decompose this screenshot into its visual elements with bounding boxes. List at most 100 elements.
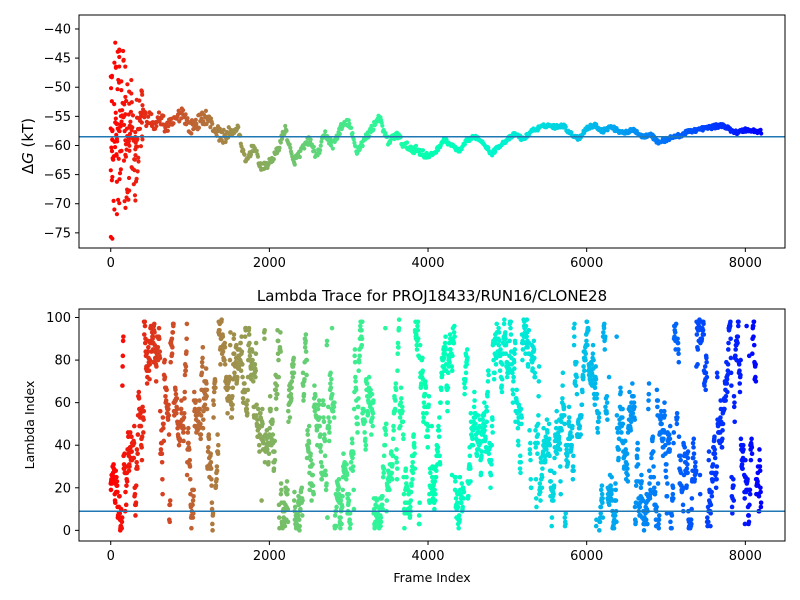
lambda-point <box>690 455 696 461</box>
lambda-point <box>560 370 566 376</box>
lambda-point <box>255 406 261 412</box>
lambda-point <box>210 521 215 527</box>
lambda-point <box>535 421 541 427</box>
lambda-point <box>254 402 259 408</box>
lambda-point <box>305 428 310 433</box>
lambda-point <box>257 449 262 454</box>
lambda-point <box>291 362 296 367</box>
y-tick-label: −70 <box>44 197 71 212</box>
lambda-point <box>662 413 668 418</box>
lambda-point <box>389 476 395 482</box>
lambda-point <box>412 445 417 450</box>
x-tick-label: 4000 <box>411 256 444 271</box>
lambda-point <box>114 479 120 484</box>
delta-g-point <box>129 91 134 96</box>
delta-g-point <box>132 193 138 198</box>
lambda-point <box>346 491 352 497</box>
lambda-point <box>744 323 749 329</box>
lambda-point <box>656 525 662 531</box>
lambda-point <box>438 400 443 405</box>
lambda-point <box>382 442 388 448</box>
lambda-point <box>308 451 313 457</box>
lambda-point <box>614 413 620 418</box>
lambda-point <box>549 515 555 520</box>
lambda-point <box>320 398 326 403</box>
lambda-point <box>600 496 605 501</box>
lambda-point <box>117 494 122 499</box>
delta-g-point <box>255 154 261 159</box>
lambda-point <box>536 364 542 369</box>
lambda-point <box>641 528 647 533</box>
lambda-point <box>369 391 375 397</box>
lambda-point <box>114 483 120 488</box>
lambda-point <box>694 332 700 337</box>
lambda-point <box>566 419 572 425</box>
delta-g-point <box>121 48 126 54</box>
lambda-point <box>667 423 673 429</box>
delta-g-point <box>146 114 151 119</box>
delta-g-point <box>248 152 254 157</box>
lambda-y-ticks: 0 20 40 60 80 100 <box>46 311 79 539</box>
lambda-point <box>671 430 677 435</box>
lambda-point <box>670 491 676 497</box>
lambda-point <box>347 525 353 531</box>
ylabel-unit: (kT) <box>19 118 37 152</box>
lambda-point <box>508 332 514 337</box>
lambda-point <box>163 398 169 403</box>
lambda-point <box>214 464 220 469</box>
lambda-point <box>578 432 584 437</box>
lambda-point <box>465 355 470 361</box>
lambda-point <box>187 464 193 469</box>
lambda-point <box>347 517 352 523</box>
lambda-point <box>286 419 291 425</box>
lambda-point <box>411 432 416 437</box>
lambda-point <box>634 455 640 461</box>
lambda-point <box>488 485 493 491</box>
delta-g-point <box>116 156 121 161</box>
lambda-point <box>173 387 178 393</box>
lambda-point <box>160 415 166 420</box>
delta-g-point <box>254 148 259 153</box>
lambda-point <box>284 479 290 484</box>
lambda-point <box>536 393 541 399</box>
lambda-point <box>291 498 297 503</box>
delta-g-point <box>143 111 148 116</box>
lambda-point <box>725 372 730 378</box>
lambda-point <box>247 353 253 359</box>
lambda-point <box>596 415 602 420</box>
lambda-point <box>450 353 455 359</box>
lambda-point <box>398 400 404 405</box>
lambda-point <box>204 387 210 393</box>
lambda-point <box>225 410 230 416</box>
lambda-point <box>119 525 124 531</box>
lambda-point <box>378 523 383 529</box>
delta-g-point <box>122 129 127 134</box>
delta-g-point <box>142 115 147 120</box>
lambda-point <box>203 366 209 371</box>
lambda-point <box>482 423 488 429</box>
lambda-point <box>311 491 317 497</box>
lambda-point <box>198 413 204 418</box>
lambda-point <box>655 481 661 486</box>
lambda-point <box>627 404 633 410</box>
lambda-point <box>120 353 126 359</box>
lambda-point <box>701 321 706 327</box>
delta-g-point <box>108 86 114 91</box>
lambda-point <box>594 396 599 401</box>
delta-g-point <box>135 169 140 174</box>
lambda-point <box>303 349 309 354</box>
lambda-point <box>204 393 209 399</box>
lambda-point <box>210 511 216 516</box>
lambda-point <box>390 436 396 442</box>
delta-g-point <box>123 94 128 100</box>
lambda-point <box>166 406 171 412</box>
lambda-point <box>639 472 644 478</box>
lambda-point <box>533 496 539 501</box>
lambda-point <box>470 442 476 448</box>
lambda-point <box>659 421 664 427</box>
lambda-point <box>448 347 453 352</box>
lambda-point <box>749 451 755 457</box>
lambda-point <box>257 432 263 437</box>
lambda-point <box>133 483 139 488</box>
lambda-point <box>141 417 146 422</box>
